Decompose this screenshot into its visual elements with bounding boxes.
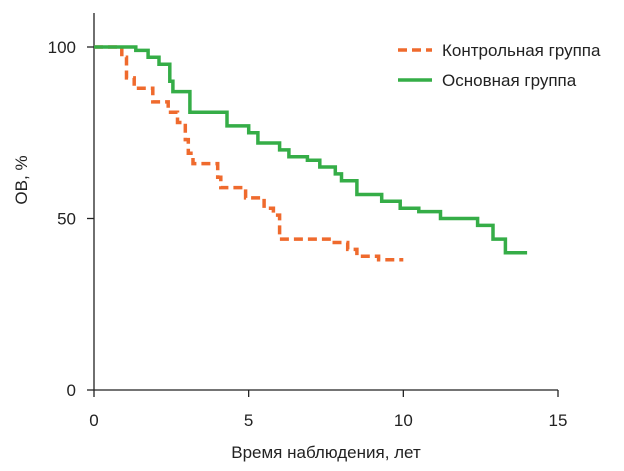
axes bbox=[93, 13, 558, 391]
ticks: 0 5 10 15 0 50 100 bbox=[48, 38, 568, 430]
legend: Контрольная группа Основная группа bbox=[398, 41, 601, 90]
x-tick-label-2: 10 bbox=[394, 411, 413, 430]
series-layer bbox=[94, 45, 528, 262]
x-tick-label-3: 15 bbox=[549, 411, 568, 430]
y-tick-label-1: 50 bbox=[57, 210, 76, 229]
x-tick-label-1: 5 bbox=[244, 411, 253, 430]
x-axis-label: Время наблюдения, лет bbox=[231, 443, 421, 462]
y-tick-label-2: 100 bbox=[48, 38, 76, 57]
series-control-group bbox=[94, 45, 404, 262]
y-tick-label-0: 0 bbox=[67, 381, 76, 400]
y-axis-label: ОВ, % bbox=[12, 155, 31, 204]
legend-label-control: Контрольная группа bbox=[442, 41, 601, 60]
series-main-group bbox=[94, 45, 528, 255]
legend-label-main: Основная группа bbox=[442, 71, 577, 90]
x-tick-label-0: 0 bbox=[89, 411, 98, 430]
